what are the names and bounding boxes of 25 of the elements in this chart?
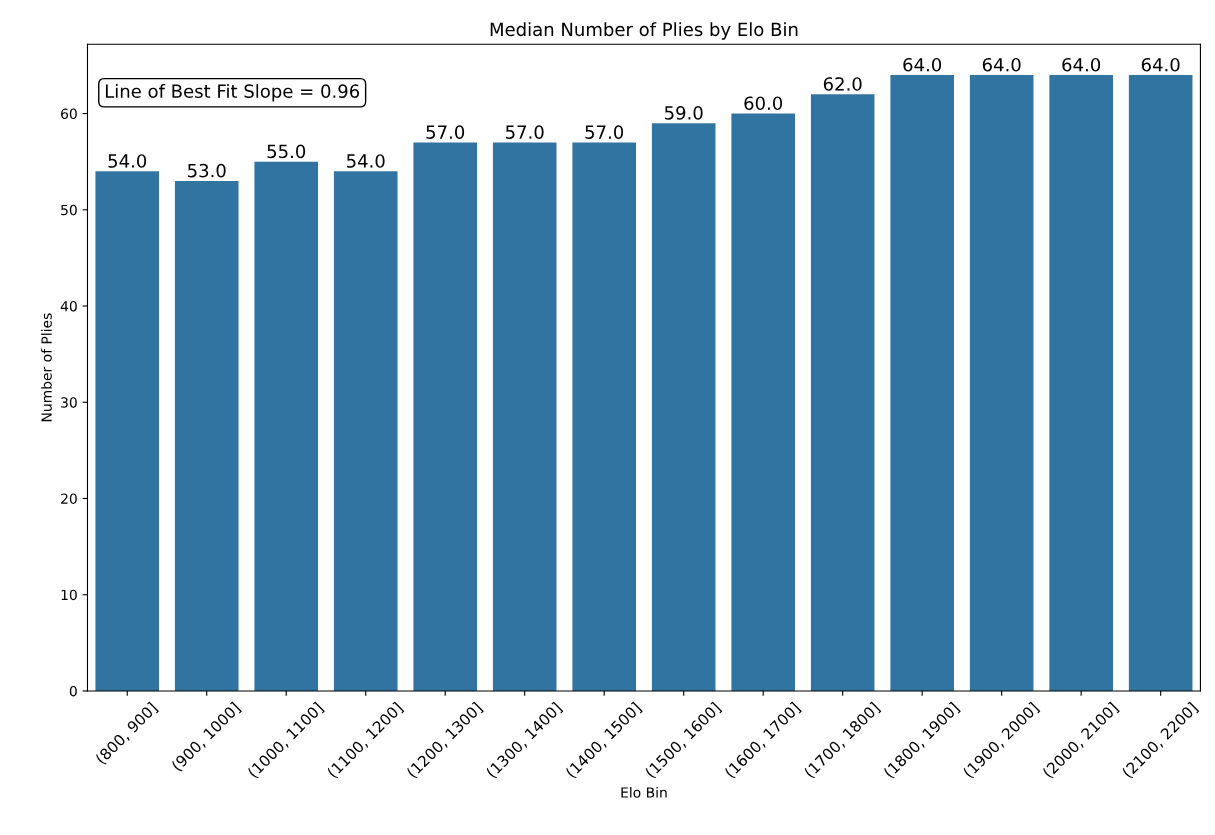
y-tick-label: 40 <box>60 300 77 312</box>
data-label: 59.0 <box>664 106 703 120</box>
data-label: 57.0 <box>426 125 465 139</box>
data-label: 64.0 <box>1062 57 1101 72</box>
y-tick-label: 50 <box>61 204 77 216</box>
data-label: 64.0 <box>982 57 1021 72</box>
y-tick-label: 0 <box>69 685 77 697</box>
data-label: 60.0 <box>744 96 783 111</box>
data-label: 54.0 <box>108 154 147 168</box>
data-label: 57.0 <box>585 125 624 139</box>
x-axis-title: Elo Bin <box>621 786 667 798</box>
data-label: 62.0 <box>823 77 862 91</box>
y-tick-label: 20 <box>61 493 77 504</box>
y-tick-label: 30 <box>61 397 77 408</box>
y-tick-label: 10 <box>61 589 77 601</box>
data-label: 55.0 <box>267 144 306 159</box>
data-label: 64.0 <box>903 57 942 72</box>
data-label: 64.0 <box>1141 57 1180 72</box>
data-label: 54.0 <box>347 154 385 168</box>
annotation: Line of Best Fit Slope = 0.96 <box>105 84 360 102</box>
data-label: 57.0 <box>506 125 544 139</box>
chart-title: Median Number of Plies by Elo Bin <box>490 22 798 40</box>
y-axis-title: Number of Plies <box>41 313 52 422</box>
data-label: 53.0 <box>188 163 226 178</box>
y-tick-label: 60 <box>61 108 77 120</box>
